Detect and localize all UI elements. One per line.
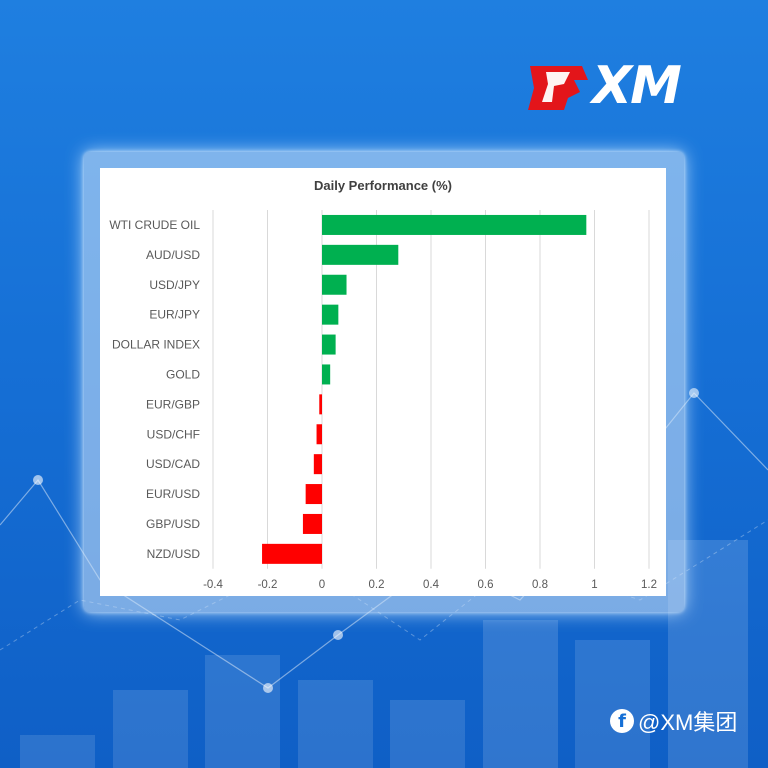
category-label: WTI CRUDE OIL [109, 218, 200, 232]
chart-title: Daily Performance (%) [314, 178, 452, 193]
category-label: USD/CHF [147, 427, 200, 441]
bar-chart: -0.4 -0.2 0 0.2 0.4 0.6 0.8 1 1.2 WTI CRUDE OIL AU… [109, 210, 657, 591]
x-tick-label: 0 [319, 579, 325, 591]
category-label: GOLD [166, 367, 200, 381]
chart-panel: Daily Performance (%) -0.4 -0.2 0 0.2 0.4 0.6… [100, 168, 666, 596]
category-label: AUD/USD [146, 248, 200, 262]
x-tick-label: 1.2 [641, 579, 657, 591]
bar [302, 513, 322, 534]
bar [322, 214, 587, 235]
xm-logo [528, 66, 588, 110]
category-label: EUR/USD [146, 487, 200, 501]
x-tick-label: 0.8 [532, 579, 548, 591]
handle-text: @XM集团 [638, 710, 738, 735]
bar [319, 394, 322, 415]
bar [322, 364, 331, 385]
bar [313, 454, 322, 475]
x-tick-label: 0.4 [423, 579, 440, 591]
category-label: DOLLAR INDEX [112, 338, 200, 352]
category-label: EUR/GBP [146, 397, 200, 411]
bar [322, 304, 339, 325]
x-tick-label: 0.6 [478, 579, 494, 591]
facebook-icon: f [610, 709, 634, 733]
x-tick-label: -0.4 [203, 579, 223, 591]
x-tick-label: 0.2 [369, 579, 385, 591]
bar [322, 334, 336, 355]
social-handle: f @XM集团 [610, 705, 737, 737]
bar [322, 244, 399, 265]
x-tick-label: -0.2 [258, 579, 278, 591]
bar [262, 543, 322, 564]
category-label: EUR/JPY [149, 308, 200, 322]
xm-logo-text: XM [592, 56, 682, 116]
category-label: USD/JPY [149, 278, 200, 292]
category-label: NZD/USD [147, 547, 201, 561]
bar [316, 424, 322, 445]
x-tick-label: 1 [591, 579, 597, 591]
bar [322, 274, 347, 295]
category-label: USD/CAD [146, 457, 200, 471]
bar [305, 484, 322, 505]
category-label: GBP/USD [146, 517, 200, 531]
